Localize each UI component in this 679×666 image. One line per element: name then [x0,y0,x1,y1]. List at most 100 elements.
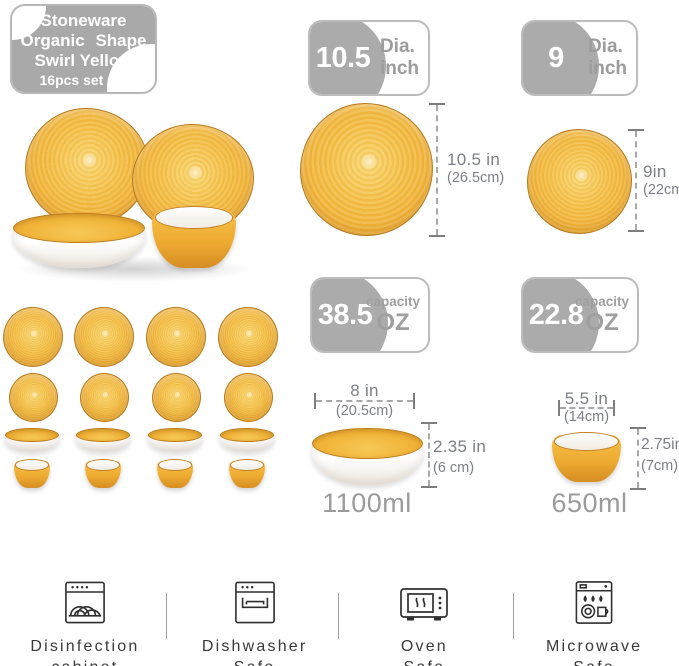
feature-oven-safe: Oven Safe [340,580,510,666]
dinner-plate-dimension-label: 10.5 in (26.5cm) [447,150,539,186]
unit-line2: inch [379,58,419,79]
grid-cereal-bowl [85,459,121,488]
dimension-inches: 9in [643,162,667,181]
dinner-plate-photo [300,103,433,236]
dessert-plate-photo [527,129,632,234]
dessert-plate-dimension-label: 9in (22cm) [643,162,679,198]
grid-pasta-bowl [4,427,60,452]
pasta-bowl-capacity-unit: capacity OZ [366,294,420,336]
dimension-inches: 2.75in [641,436,679,453]
capacity-unit: OZ [585,309,619,336]
dessert-plate-size-badge: 9 Dia. inch [521,20,638,96]
dinner-plate-diameter-value: 10.5 [315,41,371,74]
title-line-color: Swirl Yellow [34,51,133,70]
bowl-interior [13,212,145,243]
feature-label: Oven Safe [401,636,448,666]
title-badge: Stoneware Organic Shape Swirl Yellow 16p… [10,4,157,94]
badge-blob [523,279,599,351]
grid-dinner-plate [74,307,134,367]
bowl-interior [75,427,131,442]
pasta-bowl-width-cm: (20.5cm) [335,403,394,419]
grid-dessert-plate [9,373,58,422]
dimension-cm: (26.5cm) [447,170,505,186]
grid-pasta-bowl [147,427,203,452]
feature-label: Disinfection cabinet [30,636,139,666]
pasta-bowl-width-inches: 8 in [350,381,379,400]
bowl-interior [219,427,275,442]
feature-label-line1: Oven [400,638,448,655]
bowl-interior [147,427,203,442]
cereal-bowl-capacity-badge: 22.8 capacity OZ [521,277,639,353]
grid-dessert-plate [224,373,273,422]
cereal-bowl-height-label: 2.75in (7cm) [641,436,679,474]
bowl-interior [554,431,619,451]
feature-dishwasher-safe: Dishwasher Safe [170,580,340,666]
grid-dessert-plate [80,373,129,422]
pasta-bowl-capacity-value: 38.5 [317,298,373,331]
feature-label-line2: Safe [202,657,308,666]
feature-disinfection-cabinet: Disinfection cabinet [0,580,170,666]
feature-label: Dishwasher Safe [202,636,308,666]
capacity-unit: OZ [376,309,410,336]
title-badge-text: Stoneware Organic Shape Swirl Yellow 16p… [12,6,155,92]
bowl-interior [158,459,192,471]
photo-cereal-bowl [152,205,236,268]
bowl-interior [312,427,423,459]
grid-cereal-bowl [229,459,265,488]
dessert-plate-diameter-unit: Dia. inch [588,36,627,80]
cereal-bowl-capacity-value: 22.8 [528,298,584,331]
badge-blob [523,22,599,94]
dimension-inches: 10.5 in [447,150,501,169]
bowl-interior [4,427,60,442]
capacity-label: capacity [365,294,420,309]
feature-label-line1: Microwave [545,638,643,655]
grid-pasta-bowl [219,427,275,452]
feature-label-line1: Dishwasher [201,638,308,655]
feature-row: Disinfection cabinet Dishwasher Safe [0,580,679,666]
cereal-bowl-width-inches: 5.5 in [564,389,609,408]
dishwasher-icon [234,581,275,624]
dinner-plate-diameter-unit: Dia. inch [380,36,419,80]
cereal-bowl-height-line [630,427,646,490]
badge-blob [312,279,388,351]
bowl-interior [86,459,120,471]
feature-label-line1: Disinfection [30,638,140,655]
dimension-cm: (7cm) [641,458,679,474]
dessert-plate-diameter-value: 9 [548,41,564,74]
unit-line1: Dia. [587,36,623,57]
title-line-material: Stoneware [40,11,127,30]
cereal-bowl-photo [552,431,621,482]
grid-cereal-bowl [14,459,50,488]
cereal-bowl-width-line [558,400,615,416]
badge-blob [310,22,386,94]
pasta-bowl-height-line [421,422,437,488]
grid-dinner-plate [218,307,278,367]
capacity-label: capacity [574,294,629,309]
feature-divider [338,593,339,639]
grid-pasta-bowl [75,427,131,452]
grid-cereal-bowl [157,459,193,488]
bowl-interior [154,205,234,229]
dimension-inches: 2.35 in [433,437,487,456]
pasta-bowl-capacity-badge: 38.5 capacity OZ [310,277,430,353]
feature-label: Microwave Safe [546,636,642,666]
pasta-bowl-volume: 1100ml [322,488,412,518]
feature-microwave-safe: Microwave Safe [509,580,679,666]
title-line-shape: Organic Shape [20,31,147,50]
unit-line2: inch [587,58,627,79]
cereal-bowl-capacity-unit: capacity OZ [575,294,629,336]
feature-divider [513,593,514,639]
dessert-plate-height-line [628,129,644,232]
disinfection-cabinet-icon [64,581,105,624]
dimension-cm: (6 cm) [433,460,475,476]
title-line-count: 16pcs set (4x [39,72,128,88]
set-grid [0,300,285,495]
feature-label-line2: Safe [401,657,448,666]
dimension-cm: (22cm) [643,182,679,198]
grid-dinner-plate [146,307,206,367]
pasta-bowl-height-label: 2.35 in (6 cm) [433,437,493,476]
dinner-plate-height-line [429,103,445,237]
photo-pasta-bowl [12,212,146,268]
photo-dinner-plate [25,108,149,226]
